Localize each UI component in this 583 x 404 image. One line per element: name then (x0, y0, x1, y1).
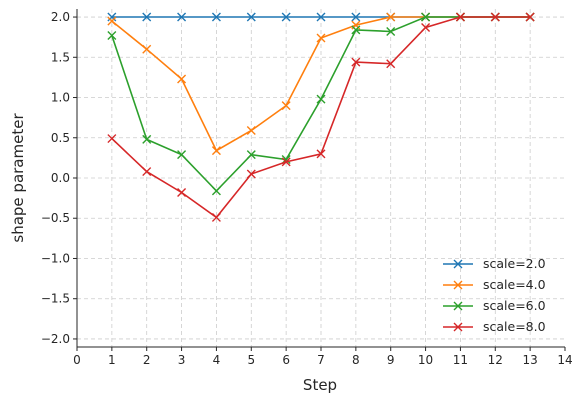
data-point (107, 134, 117, 144)
x-tick-label: 1 (108, 353, 116, 367)
data-point (316, 149, 326, 159)
data-point (142, 12, 152, 22)
data-point (281, 157, 291, 167)
data-point (386, 12, 396, 22)
data-point (211, 12, 221, 22)
data-point (211, 212, 221, 222)
x-tick-label: 4 (213, 353, 221, 367)
legend: scale=2.0 scale=4.0 scale=6.0 scale=8.0 (443, 256, 546, 334)
legend-swatch-marker (453, 301, 463, 311)
y-tick-label: 1.0 (51, 91, 70, 105)
y-tick-label: 0.5 (51, 131, 70, 145)
data-point (525, 12, 535, 22)
x-tick-label: 7 (317, 353, 325, 367)
data-point (351, 25, 361, 35)
y-tick-label: 1.5 (51, 50, 70, 64)
y-axis-label: shape parameter (9, 113, 27, 243)
x-tick-label: 9 (387, 353, 395, 367)
x-tick-label: 2 (143, 353, 151, 367)
x-tick-label: 6 (282, 353, 290, 367)
grid-lines (77, 9, 565, 347)
data-point (142, 134, 152, 144)
data-point (211, 186, 221, 196)
legend-label: scale=6.0 (483, 298, 546, 313)
data-point (281, 12, 291, 22)
x-tick-label: 0 (73, 353, 81, 367)
y-ticks: −2.0 −1.5 −1.0 −0.5 0.0 0.5 1.0 1.5 2.0 (41, 10, 77, 346)
y-tick-label: 0.0 (51, 171, 70, 185)
data-point (351, 12, 361, 22)
data-point (316, 94, 326, 104)
data-point (281, 101, 291, 111)
data-point (386, 27, 396, 37)
legend-entry: scale=6.0 (443, 298, 546, 313)
x-tick-label: 13 (523, 353, 538, 367)
x-tick-label: 5 (247, 353, 255, 367)
data-point (421, 12, 431, 22)
data-point (351, 57, 361, 67)
legend-entry: scale=4.0 (443, 277, 546, 292)
data-point (386, 59, 396, 69)
x-tick-label: 11 (453, 353, 468, 367)
data-point (455, 12, 465, 22)
x-tick-label: 3 (178, 353, 186, 367)
data-point (107, 12, 117, 22)
data-point (316, 12, 326, 22)
legend-label: scale=2.0 (483, 256, 546, 271)
y-tick-label: −1.5 (41, 292, 70, 306)
series-4 (107, 12, 535, 222)
data-point (316, 33, 326, 43)
data-point (246, 169, 256, 179)
legend-label: scale=4.0 (483, 277, 546, 292)
data-point (421, 23, 431, 33)
legend-swatch-marker (453, 259, 463, 269)
legend-label: scale=8.0 (483, 319, 546, 334)
y-tick-label: −2.0 (41, 332, 70, 346)
series-2 (107, 12, 535, 156)
data-point (107, 16, 117, 26)
data-point (177, 150, 187, 160)
data-point (177, 187, 187, 197)
data-point (490, 12, 500, 22)
data-point (107, 31, 117, 41)
legend-swatch-marker (453, 280, 463, 290)
data-point (246, 12, 256, 22)
y-tick-label: 2.0 (51, 10, 70, 24)
y-tick-label: −0.5 (41, 211, 70, 225)
series-group (107, 12, 535, 222)
x-ticks: 0 1 2 3 4 5 6 7 8 9 10 11 12 13 14 (73, 347, 573, 367)
data-point (177, 12, 187, 22)
legend-swatch-marker (453, 322, 463, 332)
x-tick-label: 10 (418, 353, 433, 367)
data-point (246, 126, 256, 136)
legend-entry: scale=8.0 (443, 319, 546, 334)
y-tick-label: −1.0 (41, 251, 70, 265)
data-point (211, 146, 221, 156)
data-point (142, 167, 152, 177)
data-point (177, 74, 187, 84)
data-point (142, 44, 152, 54)
x-tick-label: 12 (488, 353, 503, 367)
legend-entry: scale=2.0 (443, 256, 546, 271)
x-axis-label: Step (303, 376, 337, 394)
x-tick-label: 8 (352, 353, 360, 367)
x-tick-label: 14 (557, 353, 572, 367)
data-point (246, 150, 256, 160)
